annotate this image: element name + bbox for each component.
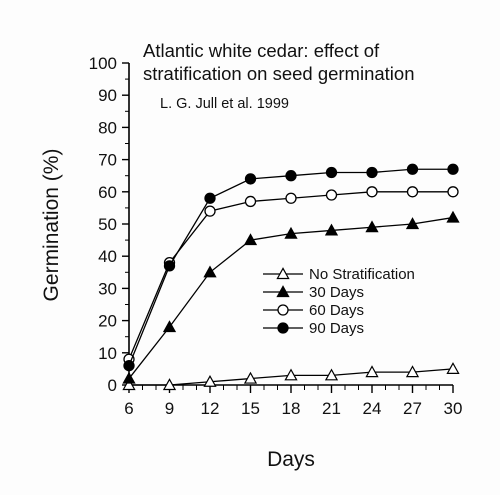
legend-marker	[277, 322, 289, 334]
data-point	[366, 186, 378, 198]
data-point	[244, 173, 257, 185]
x-tick-label: 12	[201, 399, 220, 418]
x-axis-title: Days	[267, 448, 315, 471]
data-point	[163, 260, 176, 272]
legend-marker	[276, 285, 290, 298]
data-point	[406, 163, 419, 175]
data-point	[365, 365, 379, 378]
data-point	[244, 195, 257, 208]
series-layer	[122, 163, 460, 391]
data-point	[405, 365, 420, 378]
data-point	[324, 368, 339, 381]
legend-label: No Stratification	[309, 266, 415, 283]
x-tick-label: 15	[241, 399, 260, 418]
y-tick-label: 70	[98, 151, 117, 170]
y-tick-label: 20	[98, 312, 117, 331]
axes: 0 10 20 30 40 50 60 70 80 90 100 6 9 12 15 18 21 24 27 30	[89, 54, 463, 418]
legend-marker	[276, 267, 290, 280]
y-tick-label: 80	[98, 118, 117, 137]
x-tick-label: 21	[322, 399, 341, 418]
data-point	[325, 189, 338, 201]
data-point	[325, 166, 338, 179]
data-point	[284, 226, 298, 239]
data-point	[122, 371, 136, 384]
data-point	[446, 362, 460, 374]
data-point	[324, 223, 339, 236]
x-tick-label: 27	[403, 399, 422, 418]
y-tick-label: 100	[89, 54, 117, 73]
data-point	[285, 170, 297, 182]
y-tick-label: 30	[98, 279, 117, 298]
y-tick-label: 0	[108, 376, 117, 395]
data-point	[203, 265, 217, 278]
x-tick-label: 24	[363, 399, 382, 418]
y-tick-label: 60	[98, 183, 117, 202]
data-point	[447, 186, 459, 198]
chart-subtitle: L. G. Jull et al. 1999	[160, 96, 289, 112]
data-point	[123, 360, 135, 372]
x-tick-label: 6	[124, 399, 133, 418]
chart-title-line-1: Atlantic white cedar: effect of	[143, 40, 380, 61]
data-point	[162, 320, 177, 333]
data-point	[203, 374, 217, 387]
legend-marker	[277, 304, 289, 316]
series-1	[122, 362, 460, 391]
data-point	[243, 233, 258, 246]
legend-label: 90 Days	[309, 320, 364, 337]
x-tick-label: 9	[165, 399, 174, 418]
data-point	[243, 371, 258, 384]
y-tick-label: 50	[98, 215, 117, 234]
data-point	[204, 205, 216, 217]
y-axis-title: Germination (%)	[40, 149, 63, 302]
chart-title-line-2: stratification on seed germination	[143, 63, 414, 84]
legend-label: 60 Days	[309, 302, 364, 319]
data-point	[122, 378, 136, 391]
data-point	[284, 368, 298, 381]
series-line	[128, 216, 454, 379]
series-2	[122, 210, 460, 384]
y-tick-label: 90	[98, 86, 117, 105]
data-point	[285, 192, 297, 204]
x-tick-label: 18	[282, 399, 301, 418]
y-tick-label: 10	[98, 344, 117, 363]
data-point	[366, 166, 378, 179]
data-point	[446, 210, 460, 223]
data-point	[365, 220, 379, 233]
data-point	[204, 192, 216, 204]
legend-label: 30 Days	[309, 284, 364, 301]
data-point	[405, 217, 420, 230]
data-point	[447, 163, 459, 175]
x-tick-label: 30	[444, 399, 463, 418]
data-point	[162, 378, 177, 391]
series-4	[123, 163, 459, 372]
data-point	[406, 186, 419, 198]
y-tick-label: 40	[98, 247, 117, 266]
